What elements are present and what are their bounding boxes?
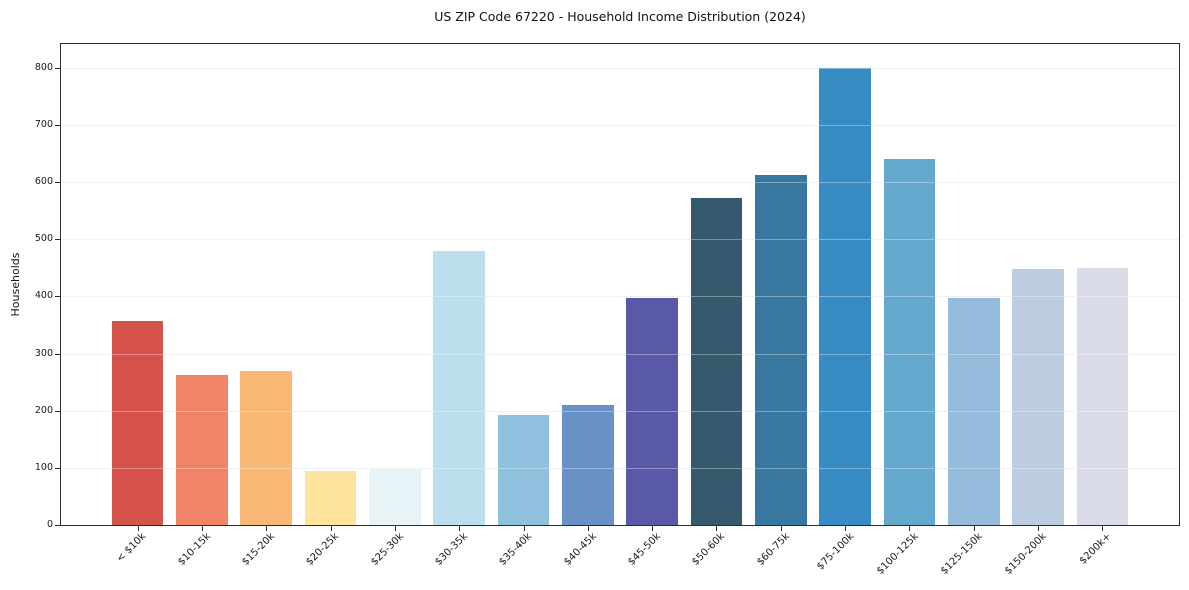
x-tick-label: $150-200k [1002, 531, 1049, 577]
y-axis-label: Households [9, 252, 22, 317]
x-tick-mark [973, 526, 975, 531]
y-tick-mark [55, 467, 60, 469]
gridline [61, 125, 1179, 127]
x-tick-mark [716, 526, 718, 531]
x-tick-label: $200k+ [1077, 531, 1114, 567]
x-tick-label: $125-150k [938, 531, 985, 577]
gridline [61, 239, 1179, 241]
gridline-overlay [61, 182, 1179, 184]
bar-4 [304, 470, 357, 525]
y-tick-mark [55, 296, 60, 298]
y-tick-mark [55, 353, 60, 355]
y-tick-label: 300 [34, 347, 53, 359]
gridline-overlay [61, 67, 1179, 69]
bar-2 [176, 374, 228, 525]
y-tick-label: 100 [34, 461, 53, 473]
x-tick-mark [137, 526, 139, 531]
gridline [61, 467, 1179, 469]
bar-11 [755, 175, 807, 525]
x-tick-label: $100-125k [874, 531, 921, 577]
y-tick-mark [55, 239, 60, 241]
bar-5 [369, 467, 421, 525]
x-tick-label: $60-75k [754, 531, 792, 568]
x-tick-label: $50-60k [690, 531, 728, 568]
bar-13 [883, 158, 936, 525]
y-tick-label: 200 [34, 404, 53, 416]
y-tick-label: 700 [34, 119, 53, 131]
x-tick-label: $35-40k [497, 531, 535, 568]
x-tick-label: $25-30k [368, 531, 406, 568]
bar-12 [819, 68, 871, 525]
x-tick-mark [330, 526, 332, 531]
bar-9 [626, 297, 678, 525]
x-tick-mark [459, 526, 461, 531]
x-tick-mark [1102, 526, 1104, 531]
gridline-overlay [61, 353, 1179, 355]
gridline [61, 67, 1179, 69]
gridline [61, 353, 1179, 355]
x-tick-mark [201, 526, 203, 531]
gridline-overlay [61, 239, 1179, 241]
bar-1 [111, 320, 164, 525]
y-tick-mark [55, 525, 60, 526]
x-tick-mark [1038, 526, 1040, 531]
gridline-overlay [61, 410, 1179, 412]
bar-6 [433, 251, 485, 525]
bar-16 [1076, 267, 1129, 525]
x-tick-mark [845, 526, 847, 531]
plot-area [60, 43, 1180, 526]
bar-7 [497, 414, 550, 525]
x-tick-label: $40-45k [561, 531, 599, 568]
chart-title: US ZIP Code 67220 - Household Income Dis… [434, 9, 806, 24]
x-tick-label: $15-20k [240, 531, 277, 568]
x-tick-mark [587, 526, 589, 531]
x-tick-label: $20-25k [304, 531, 342, 568]
gridline [61, 182, 1179, 184]
y-tick-mark [55, 182, 60, 184]
x-tick-mark [652, 526, 654, 531]
bar-10 [690, 198, 743, 525]
x-tick-label: $45-50k [626, 531, 663, 568]
x-tick-mark [523, 526, 525, 531]
x-tick-label: $75-100k [814, 531, 856, 573]
y-tick-mark [55, 125, 60, 127]
x-tick-label: < $10k [114, 531, 149, 565]
y-tick-label: 600 [34, 176, 53, 188]
gridline [61, 296, 1179, 298]
y-tick-mark [55, 410, 60, 412]
y-tick-label: 400 [34, 290, 53, 302]
y-tick-label: 800 [34, 61, 53, 73]
bar-14 [948, 297, 1000, 525]
gridline-overlay [61, 296, 1179, 298]
x-tick-mark [909, 526, 911, 531]
x-tick-mark [266, 526, 268, 531]
bar-3 [240, 370, 292, 525]
y-tick-mark [55, 67, 60, 69]
x-tick-mark [780, 526, 782, 531]
gridline [61, 410, 1179, 412]
y-tick-label: 500 [34, 233, 53, 245]
bar-15 [1012, 269, 1064, 525]
x-tick-label: $30-35k [433, 531, 470, 568]
x-tick-mark [394, 526, 396, 531]
y-tick-label: 0 [46, 519, 53, 530]
gridline-overlay [61, 125, 1179, 127]
bar-8 [562, 405, 614, 525]
gridline-overlay [61, 467, 1179, 469]
x-tick-label: $10-15k [175, 531, 213, 568]
